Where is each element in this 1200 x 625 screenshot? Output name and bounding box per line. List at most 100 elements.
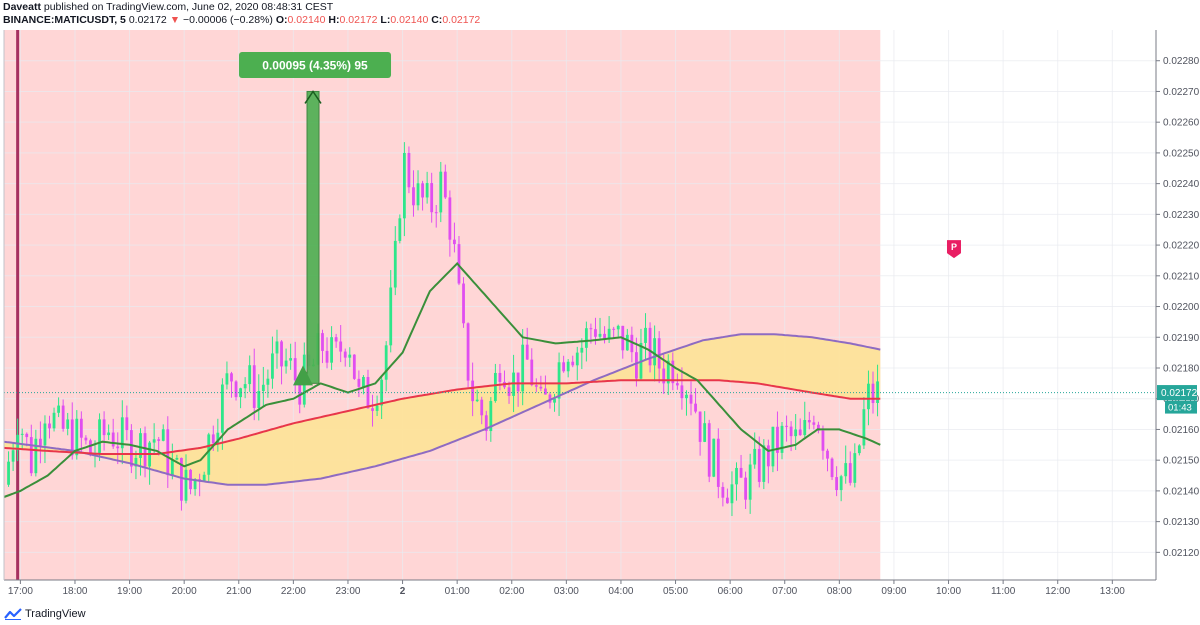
candle-body [184,469,188,501]
candle-body [685,394,688,399]
candle-body [557,362,561,399]
candle-body [553,398,556,403]
chart-background [4,30,881,580]
candle-body [343,351,347,358]
x-tick-label: 18:00 [62,586,87,597]
candle-body [334,337,338,342]
candle-body [493,372,497,402]
candle-body [466,323,470,381]
candle-body [111,432,115,447]
candle-body [844,463,848,477]
candle-body [712,438,716,477]
candle-body [375,405,379,411]
candle-body [125,417,129,431]
candle-body [839,476,843,491]
brand-name[interactable]: TradingView [25,608,86,620]
candle-body [848,463,852,483]
candle-body [430,183,434,213]
candle-body [748,464,752,500]
candle-body [402,152,406,219]
candle-body [853,453,857,483]
candle-body [707,423,711,477]
candle-body [298,380,302,405]
signal-triangle-icon [293,365,314,386]
candle-body [75,418,79,456]
candle-body [330,337,333,363]
ma-cloud [4,334,881,485]
measure-bar [306,90,320,384]
candle-body [457,244,461,284]
long-ma-line [3,333,881,486]
candle-body [735,467,738,485]
y-tick-label: 0.02180 [1163,363,1200,374]
candle-body [785,425,788,427]
candle-body [635,352,638,379]
footer: TradingView [4,606,86,622]
candle-body [248,365,252,385]
measure-arrow-icon [304,90,322,104]
candle-body [252,365,256,408]
candle-body [34,438,38,474]
x-tick-label: 05:00 [663,586,688,597]
down-arrow-icon: ▼ [169,14,181,26]
candle-body [134,457,138,467]
candle-body [321,333,324,351]
candle-body [666,360,670,384]
author-name[interactable]: Daveatt [3,1,41,13]
candle-body [98,419,101,453]
y-tick-label: 0.02210 [1163,271,1200,282]
candle-body [575,352,579,366]
candle-body [830,458,834,478]
candle-body [657,338,661,369]
marker-flag-icon[interactable] [946,240,961,259]
candle-body [548,394,552,403]
slow-ma-line [3,379,881,455]
grid [4,30,1156,580]
candle-body [261,384,265,391]
tradingview-logo-icon[interactable] [4,608,22,620]
y-tick-label: 0.02260 [1163,118,1200,129]
candle-body [89,440,92,456]
candle-body [562,362,566,372]
candle-body [584,328,588,348]
candle-body [380,379,384,406]
candle-body [625,334,629,351]
x-tick-label: 08:00 [827,586,852,597]
axes: 0.02120 0.02130 0.02140 0.02150 0.02160 0.021… [3,30,1200,597]
close-label: C: [431,14,443,26]
candle-body [789,426,793,437]
candle-body [871,383,875,403]
price-axis[interactable] [1156,30,1200,580]
x-tick-label: 22:00 [281,586,306,597]
low-label: L: [380,14,391,26]
candle-body [280,341,283,367]
candle-body [271,353,274,379]
candle-body [448,197,452,240]
publish-info: Daveatt published on TradingView.com, Ju… [3,1,903,14]
candle-body [384,345,388,380]
candle-body [230,373,233,382]
measure-label-bg [239,52,392,78]
candle-body [348,354,352,358]
candle-body [516,372,520,392]
candle-body [43,423,47,446]
candle-body [70,419,74,456]
measure-label: 0.00095 (4.35%) 95 [262,59,368,73]
y-tick-label: 0.02130 [1163,517,1200,528]
y-tick-label: 0.02280 [1163,56,1200,67]
x-tick-label: 13:00 [1100,586,1125,597]
candle-body [862,409,866,446]
candle-body [107,432,111,436]
candle-body [207,434,211,475]
x-tick-label: 10:00 [936,586,961,597]
candle-body [425,183,429,198]
symbol-label[interactable]: BINANCE:MATICUSDT, 5 [3,14,126,26]
candle-body [412,187,415,206]
candle-body [357,378,361,387]
candle-body [129,430,133,467]
candle-body [453,239,456,245]
candle-body [284,360,288,367]
candle-body [79,418,83,438]
candle-body [434,212,438,214]
